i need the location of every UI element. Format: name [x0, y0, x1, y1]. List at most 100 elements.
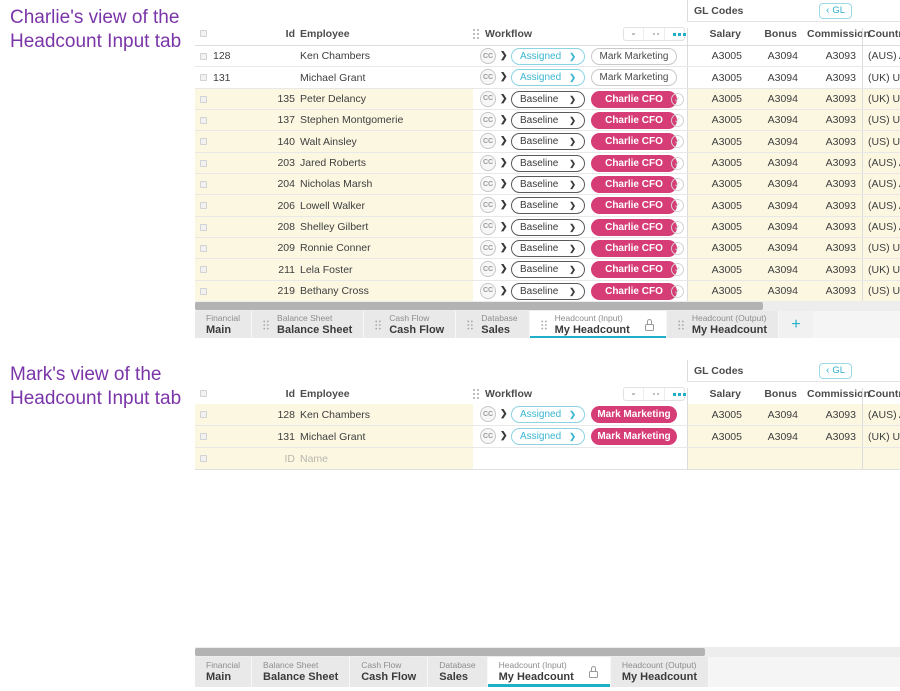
commission-cell[interactable]: A3093 [825, 263, 856, 276]
employee-cell[interactable]: Ronnie Conner [300, 242, 371, 255]
commission-cell[interactable]: A3093 [825, 284, 856, 297]
gl-collapse-button[interactable]: ‹ GL [818, 2, 852, 19]
tab-cash-flow[interactable]: Cash Flow Cash Flow [364, 311, 457, 338]
tab-balance-sheet[interactable]: Balance Sheet Balance Sheet [252, 657, 351, 687]
salary-cell[interactable]: A3005 [711, 242, 742, 255]
salary-cell[interactable]: A3005 [711, 263, 742, 276]
workflow-status-button[interactable]: Baseline ❯ [511, 133, 585, 151]
density-option-1-icon[interactable] [624, 388, 645, 400]
approved-check-icon[interactable]: ✓ [671, 178, 684, 192]
density-option-3-icon[interactable] [665, 28, 684, 40]
tab-cash-flow[interactable]: Cash Flow Cash Flow [350, 657, 429, 687]
commission-cell[interactable]: A3093 [825, 156, 856, 169]
drag-handle-icon[interactable] [467, 320, 474, 330]
country-cell[interactable]: (US) Unite [862, 110, 900, 131]
density-option-1-icon[interactable] [624, 28, 645, 40]
commission-cell[interactable]: A3093 [825, 199, 856, 212]
cc-badge[interactable]: CC [480, 176, 496, 193]
workflow-status-button[interactable]: Baseline ❯ [511, 154, 585, 172]
row-handle-icon[interactable] [200, 74, 207, 82]
bonus-cell[interactable]: A3094 [767, 178, 798, 191]
employee-cell[interactable]: Michael Grant [300, 430, 366, 443]
workflow-status-button[interactable]: Assigned ❯ [511, 48, 585, 65]
workflow-owner-button[interactable]: Charlie CFO [591, 176, 677, 194]
id-cell[interactable]: 135 [277, 92, 295, 105]
workflow-status-button[interactable]: Assigned ❯ [511, 69, 585, 87]
cc-badge[interactable]: CC [480, 112, 496, 129]
workflow-owner-button[interactable]: Charlie CFO [591, 112, 677, 130]
horizontal-scrollbar[interactable] [195, 301, 900, 311]
bonus-cell[interactable]: A3094 [767, 71, 798, 84]
id-cell[interactable]: 211 [278, 263, 295, 276]
country-cell[interactable]: (US) Unite [862, 131, 900, 152]
tab-my-headcount[interactable]: Headcount (Input) My Headcount [529, 311, 667, 338]
row-handle-icon[interactable] [200, 223, 207, 231]
row-handle-icon[interactable] [200, 138, 207, 146]
bonus-cell[interactable]: A3094 [767, 199, 798, 212]
cc-badge[interactable]: CC [480, 428, 496, 444]
workflow-status-button[interactable]: Baseline ❯ [511, 282, 585, 300]
column-header-bonus[interactable]: Bonus [764, 388, 797, 400]
employee-cell[interactable]: Bethany Cross [300, 284, 369, 297]
workflow-status-button[interactable]: Baseline ❯ [511, 197, 585, 215]
column-header-employee[interactable]: Employee [300, 28, 350, 40]
column-header-country[interactable]: Country [862, 28, 900, 46]
row-handle-icon[interactable] [200, 159, 207, 167]
country-cell[interactable]: (UK) Unite [862, 259, 900, 280]
row-handle-icon[interactable] [200, 53, 207, 60]
employee-cell[interactable]: Jared Roberts [300, 156, 366, 169]
employee-cell[interactable]: Michael Grant [300, 71, 366, 84]
column-header-workflow[interactable]: Workflow [473, 28, 532, 40]
salary-cell[interactable]: A3005 [711, 199, 742, 212]
tab-my-headcount[interactable]: Headcount (Output) My Headcount [610, 657, 710, 687]
bonus-cell[interactable]: A3094 [767, 430, 798, 443]
salary-cell[interactable]: A3005 [711, 178, 742, 191]
approved-check-icon[interactable]: ✓ [671, 242, 684, 256]
cc-badge[interactable]: CC [480, 240, 496, 257]
drag-handle-icon[interactable] [473, 388, 480, 400]
commission-cell[interactable]: A3093 [825, 178, 856, 191]
workflow-owner-button[interactable]: Mark Marketing [591, 428, 677, 445]
tab-sales[interactable]: Database Sales [428, 657, 488, 687]
workflow-owner-button[interactable]: Charlie CFO [591, 261, 677, 279]
workflow-owner-button[interactable]: Charlie CFO [591, 90, 677, 108]
approved-check-icon[interactable]: ✓ [671, 220, 684, 234]
grid-density-control[interactable] [623, 387, 685, 401]
id-cell[interactable]: 137 [277, 114, 295, 127]
employee-cell[interactable]: Shelley Gilbert [300, 220, 369, 233]
commission-cell[interactable]: A3093 [825, 242, 856, 255]
tab-my-headcount[interactable]: Headcount (Input) My Headcount [487, 657, 611, 687]
id-cell[interactable]: 208 [277, 220, 295, 233]
row-handle-icon[interactable] [200, 117, 207, 125]
column-header-bonus[interactable]: Bonus [764, 28, 797, 40]
approved-check-icon[interactable]: ✓ [671, 156, 684, 170]
tab-sales[interactable]: Database Sales [456, 311, 530, 338]
country-cell[interactable]: (AUS) Australia [862, 404, 900, 425]
employee-cell[interactable]: Lowell Walker [300, 199, 365, 212]
workflow-owner-button[interactable]: Charlie CFO [591, 133, 677, 151]
employee-cell[interactable]: Lela Foster [300, 263, 353, 276]
workflow-status-button[interactable]: Baseline ❯ [511, 240, 585, 258]
tab-main[interactable]: Financial Main [195, 657, 253, 687]
id-cell[interactable]: 140 [277, 135, 295, 148]
salary-cell[interactable]: A3005 [711, 430, 742, 443]
workflow-status-button[interactable]: Baseline ❯ [511, 261, 585, 279]
drag-handle-icon[interactable] [473, 28, 480, 40]
salary-cell[interactable]: A3005 [711, 114, 742, 127]
country-cell[interactable]: (AUS) Aust [862, 46, 900, 67]
commission-cell[interactable]: A3093 [825, 408, 856, 421]
commission-cell[interactable]: A3093 [825, 50, 856, 63]
cc-badge[interactable]: CC [480, 261, 496, 278]
salary-cell[interactable]: A3005 [711, 156, 742, 169]
country-cell[interactable]: (AUS) Aust [862, 152, 900, 174]
density-option-2-icon[interactable] [644, 388, 665, 400]
salary-cell[interactable]: A3005 [711, 92, 742, 105]
commission-cell[interactable]: A3093 [825, 430, 856, 443]
horizontal-scrollbar[interactable] [195, 647, 900, 657]
column-header-country[interactable]: Country [862, 388, 900, 406]
cc-badge[interactable]: CC [480, 218, 496, 235]
workflow-status-button[interactable]: Baseline ❯ [511, 176, 585, 194]
employee-cell[interactable]: Walt Ainsley [300, 135, 357, 148]
row-handle-icon[interactable] [200, 181, 207, 189]
approved-check-icon[interactable]: ✓ [671, 135, 684, 149]
